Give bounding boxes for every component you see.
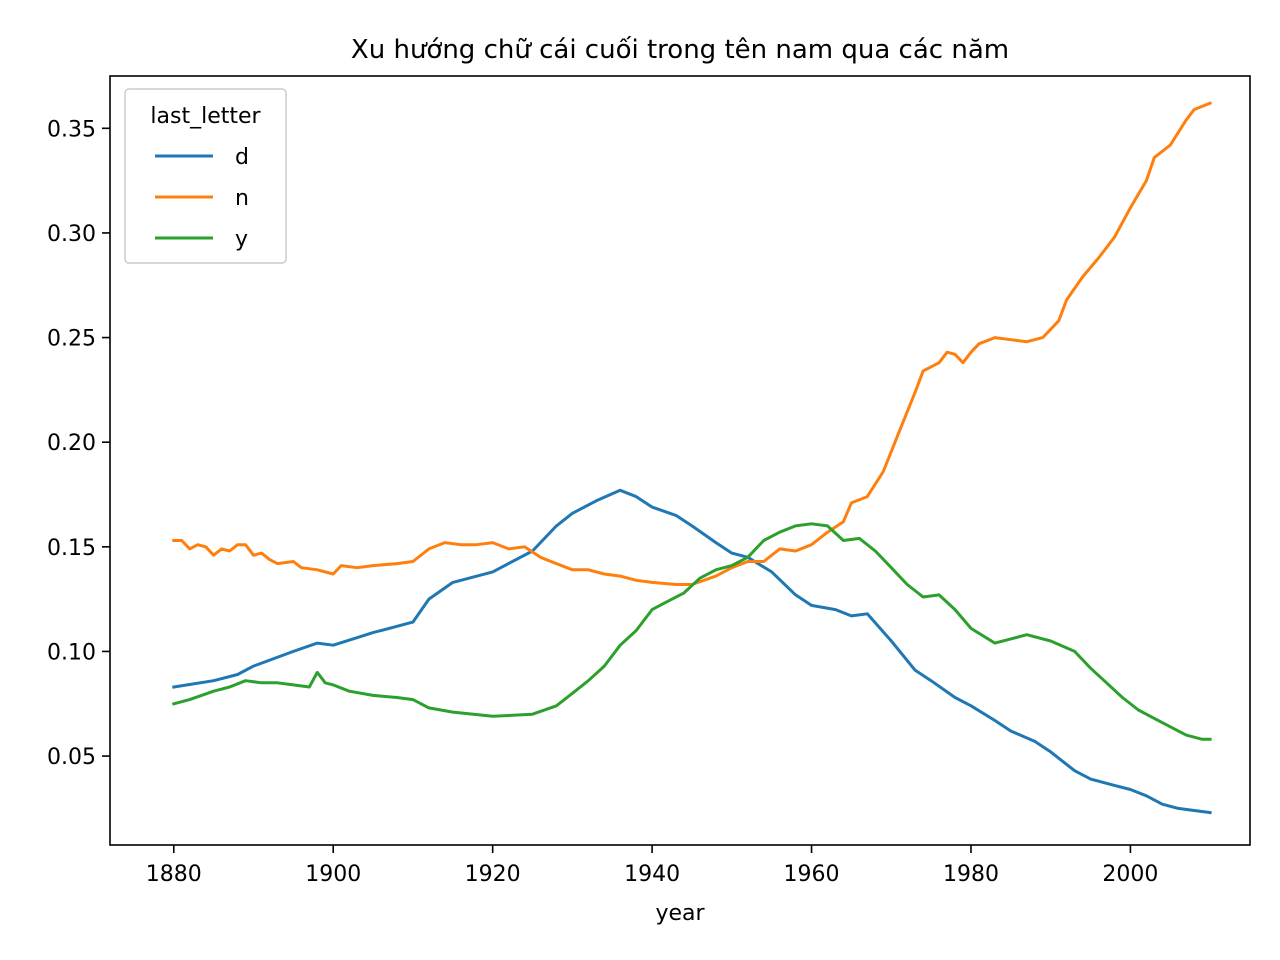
y-tick-label: 0.15 [47, 536, 96, 561]
y-tick-label: 0.25 [47, 327, 96, 352]
x-tick-label: 2000 [1102, 862, 1158, 887]
chart-title: Xu hướng chữ cái cuối trong tên nam qua … [351, 35, 1009, 65]
y-tick-label: 0.10 [47, 640, 96, 665]
plot-area [171, 101, 1213, 815]
x-tick-label: 1900 [305, 862, 361, 887]
series-line-y [171, 522, 1212, 741]
x-tick-label: 1960 [784, 862, 840, 887]
legend-title: last_letter [150, 104, 261, 129]
legend-label-d: d [235, 145, 249, 170]
y-tick-label: 0.05 [47, 745, 96, 770]
legend-box [124, 88, 287, 264]
legend-label-n: n [235, 186, 249, 211]
y-tick-label: 0.30 [47, 222, 96, 247]
x-tick-label: 1980 [943, 862, 999, 887]
legend-label-y: y [235, 227, 248, 252]
x-tick-label: 1940 [624, 862, 680, 887]
y-tick-label: 0.20 [47, 431, 96, 456]
y-axis: 0.05 0.10 0.15 0.20 0.25 0.30 0.35 [47, 117, 110, 770]
x-tick-label: 1880 [146, 862, 202, 887]
y-tick-label: 0.35 [47, 117, 96, 142]
series-line-d [172, 488, 1212, 815]
x-axis-label: year [655, 901, 705, 926]
x-tick-label: 1920 [465, 862, 521, 887]
series-line-n [172, 101, 1213, 586]
x-axis: 1880 1900 1920 1940 1960 1980 2000 [146, 845, 1158, 887]
axes-frame [109, 75, 1251, 846]
